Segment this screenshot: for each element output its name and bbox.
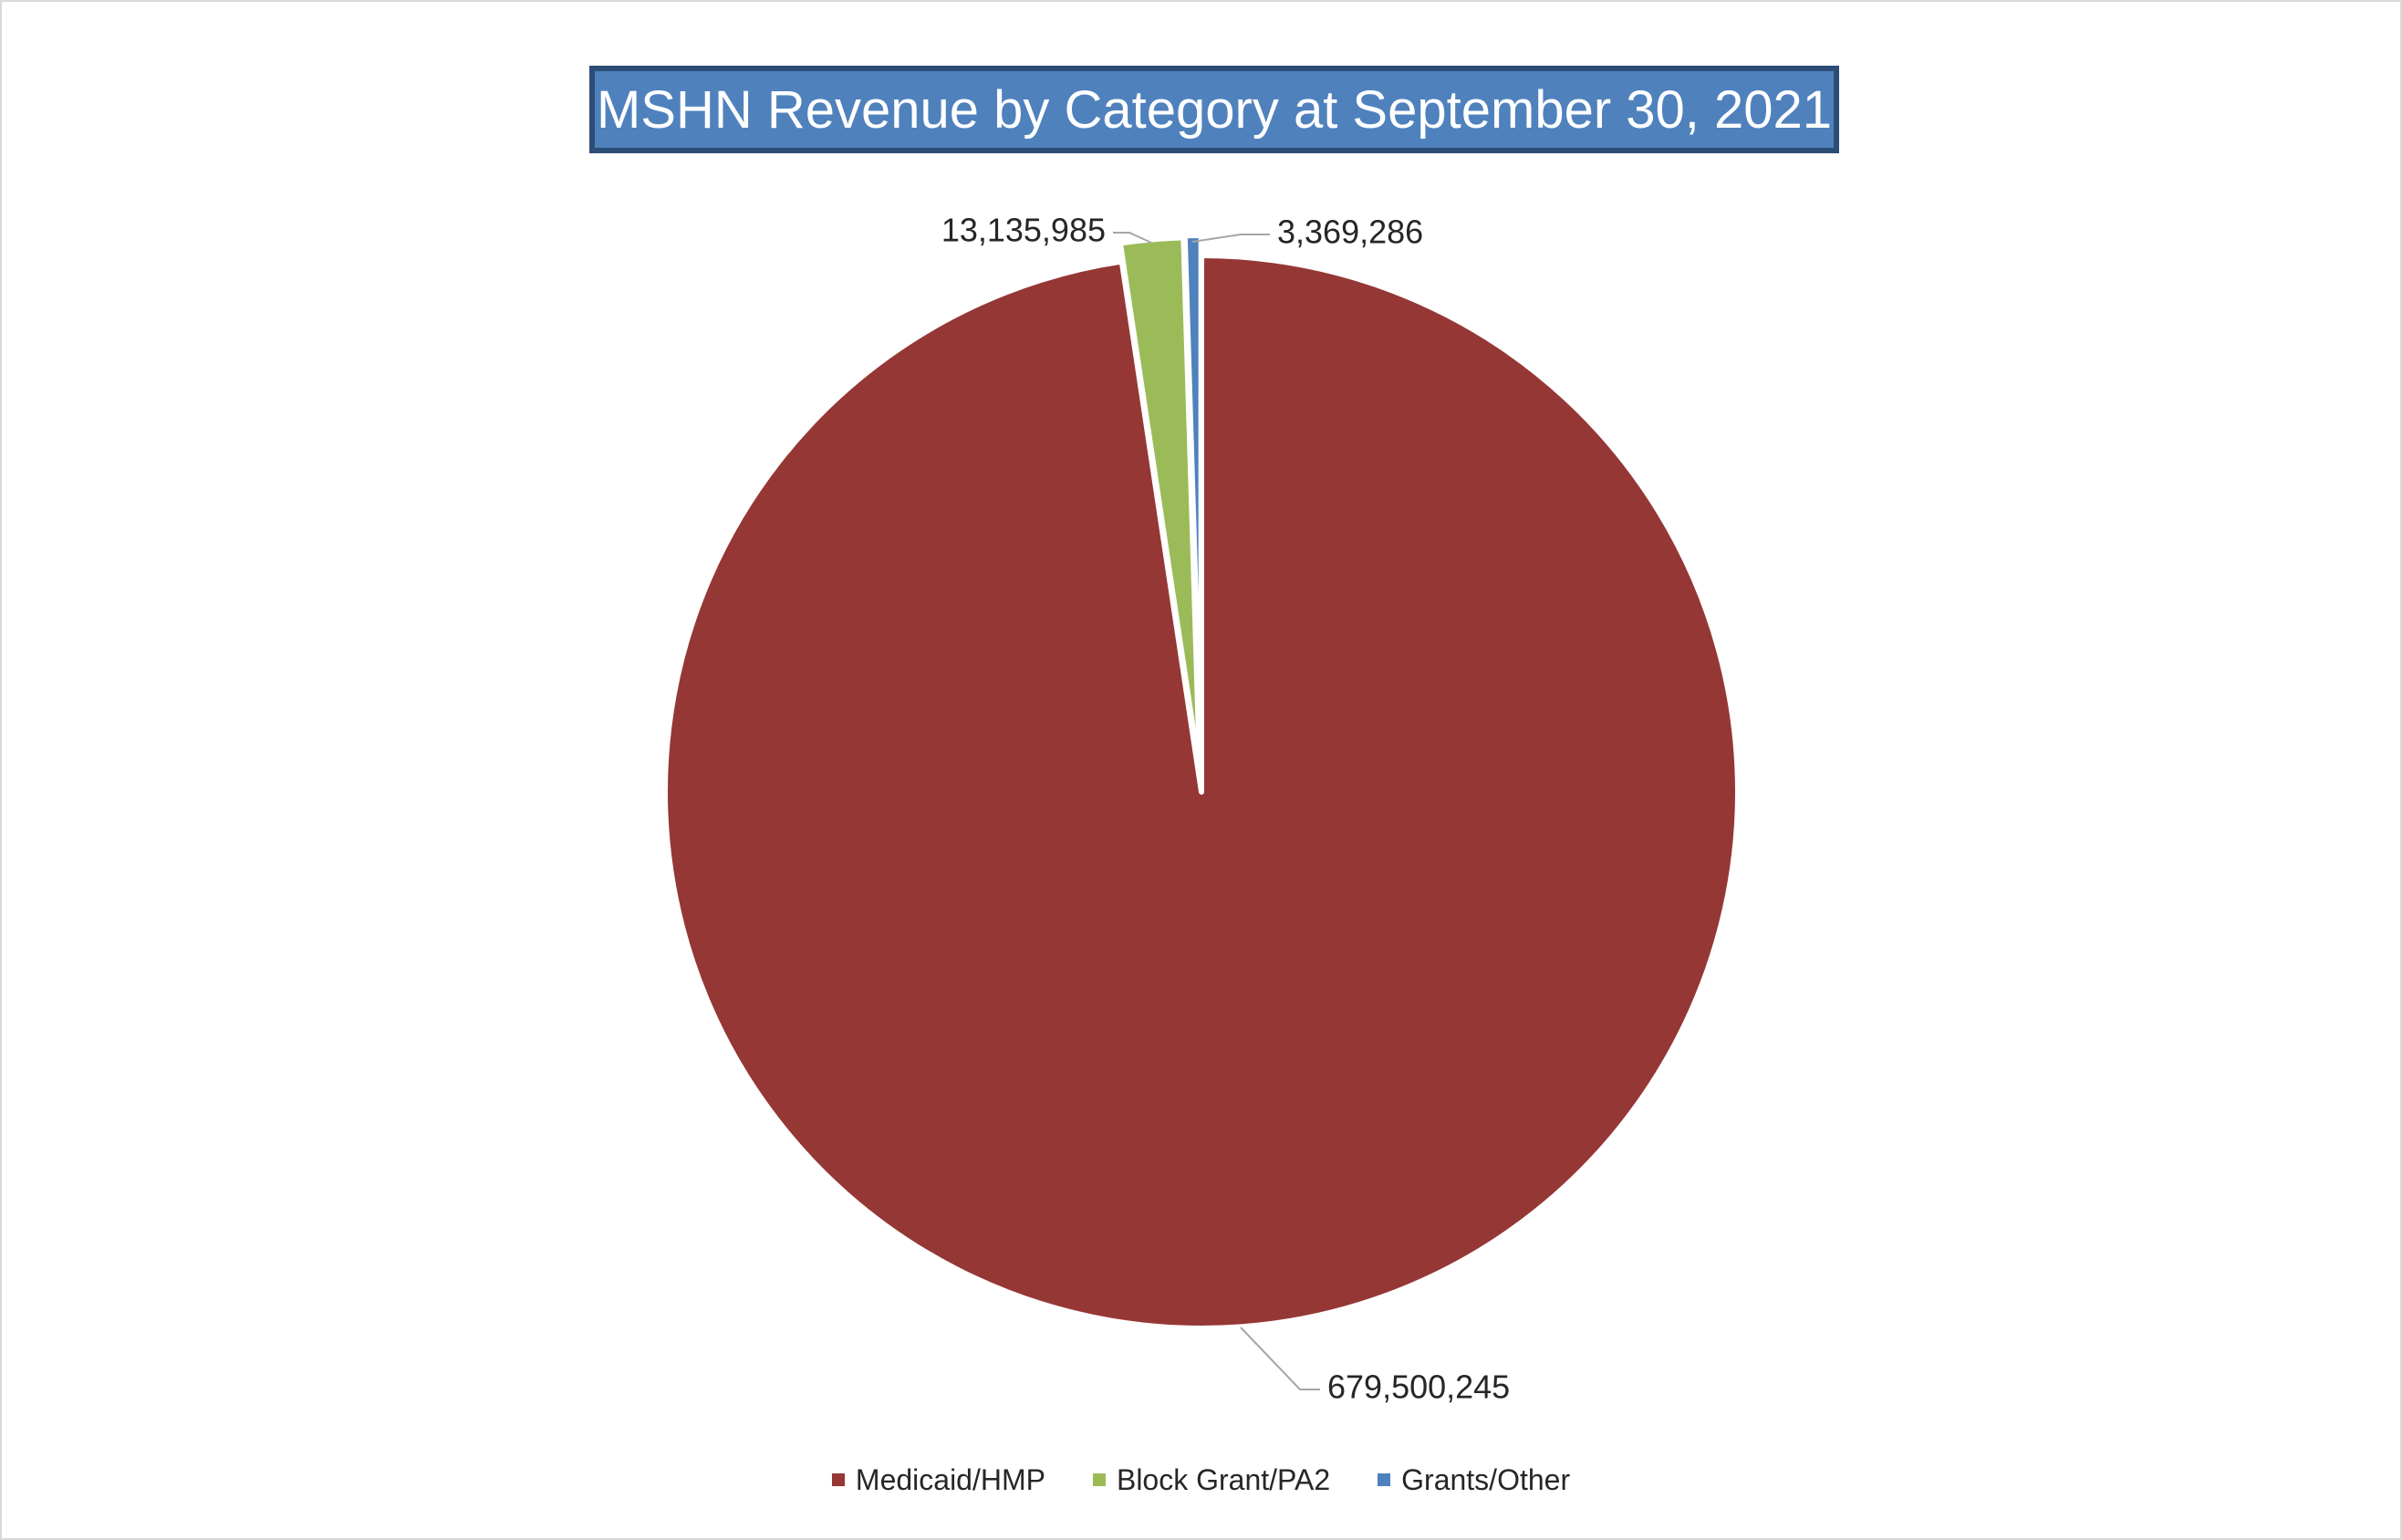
legend-label: Grants/Other [1401, 1462, 1571, 1496]
legend-swatch [1092, 1473, 1106, 1486]
legend-item-medicaid-hmp[interactable]: Medicaid/HMP [831, 1462, 1045, 1497]
chart-title: MSHN Revenue by Category at September 30… [596, 79, 1833, 140]
data-label: 3,369,286 [1277, 213, 1423, 251]
legend-item-grants-other[interactable]: Grants/Other [1378, 1463, 1570, 1497]
data-labels: 679,500,245 13,135,985 3,369,286 [941, 212, 1510, 1406]
chart-title-box: MSHN Revenue by Category at September 30… [589, 66, 1839, 153]
data-label: 13,135,985 [941, 212, 1106, 249]
leader-line [1191, 234, 1270, 243]
leader-lines [1113, 232, 1320, 1390]
leader-line [1240, 1327, 1320, 1390]
leader-line [1113, 232, 1152, 244]
pie-slice-medicaid-hmp[interactable] [662, 253, 1741, 1331]
legend-label: Block Grant/PA2 [1116, 1462, 1331, 1496]
pie-slices [662, 233, 1741, 1331]
legend-label: Medicaid/HMP [855, 1462, 1045, 1496]
legend-item-block-grant-pa2[interactable]: Block Grant/PA2 [1092, 1462, 1331, 1497]
pie-slice-grants-other[interactable] [1181, 233, 1204, 775]
chart-legend: Medicaid/HMP Block Grant/PA2 Grants/Othe… [0, 1460, 2402, 1500]
data-label: 679,500,245 [1327, 1368, 1510, 1406]
legend-swatch [1378, 1473, 1391, 1486]
legend-swatch [831, 1473, 845, 1486]
